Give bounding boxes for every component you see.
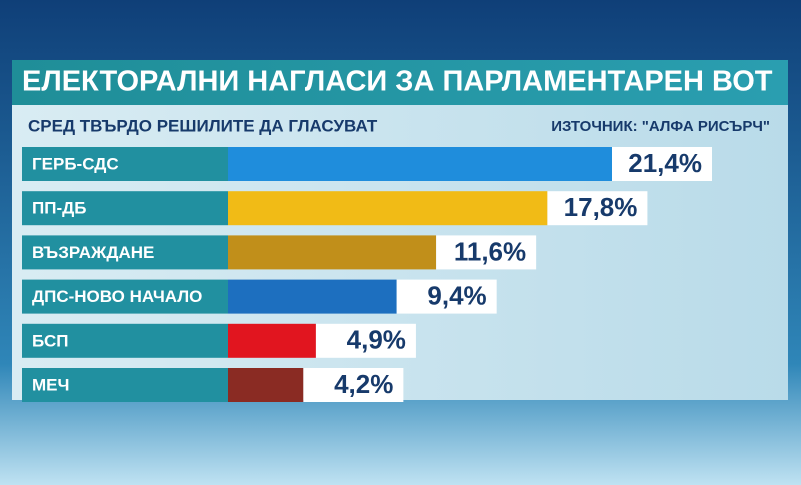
category-label: МЕЧ (32, 375, 69, 394)
chart-title: ЕЛЕКТОРАЛНИ НАГЛАСИ ЗА ПАРЛАМЕНТАРЕН ВОТ (22, 66, 773, 98)
bar (228, 191, 548, 226)
label-box (22, 147, 228, 181)
source: ИЗТОЧНИК: "АЛФА РИСЪРЧ" (551, 118, 770, 135)
category-label: ПП-ДБ (32, 199, 86, 218)
label-box (22, 368, 228, 402)
value-box (303, 368, 404, 402)
value-box (612, 147, 712, 181)
value-label: 9,4% (427, 280, 486, 310)
category-label: ГЕРБ-СДС (32, 154, 119, 173)
label-box (22, 235, 228, 270)
value-box (315, 323, 416, 358)
bar (228, 279, 397, 314)
category-label: ДПС-НОВО НАЧАЛО (32, 287, 202, 306)
label-box (22, 323, 228, 358)
bar (228, 323, 316, 358)
value-label: 4,9% (347, 325, 406, 355)
value-label: 21,4% (628, 148, 702, 178)
bar (228, 147, 612, 181)
subtitle: СРЕД ТВЪРДО РЕШИЛИТЕ ДА ГЛАСУВАТ (28, 116, 378, 135)
bar (228, 235, 437, 270)
value-box (436, 235, 537, 270)
value-box (396, 279, 497, 314)
title-band (12, 60, 788, 105)
value-label: 4,2% (334, 369, 393, 399)
category-label: ВЪЗРАЖДАНЕ (32, 243, 154, 262)
label-box (22, 191, 228, 226)
value-label: 11,6% (454, 236, 526, 266)
value-box (547, 191, 648, 226)
label-box (22, 279, 228, 314)
bar (228, 368, 304, 402)
category-label: БСП (32, 331, 69, 350)
value-label: 17,8% (564, 192, 638, 222)
